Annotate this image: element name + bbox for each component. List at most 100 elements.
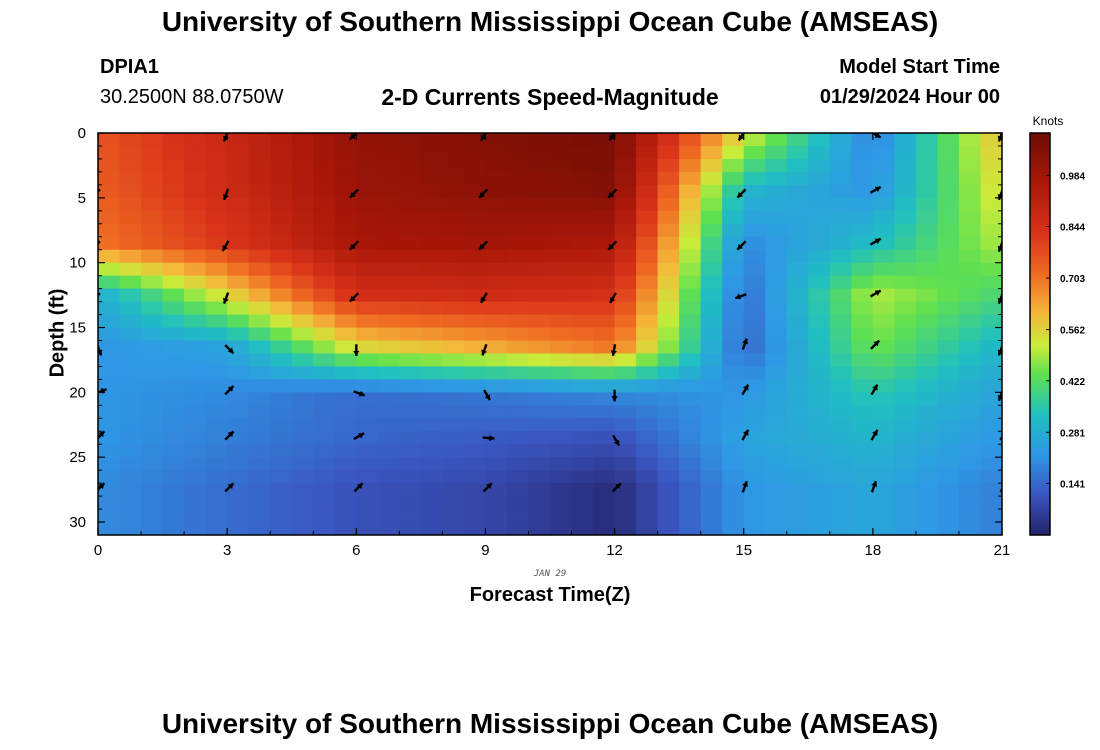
heatmap-cell (937, 509, 960, 523)
heatmap-cell (915, 496, 939, 510)
heatmap-cell (657, 275, 680, 290)
heatmap-cell (399, 353, 422, 368)
heatmap-cell (980, 236, 1002, 251)
heatmap-cell (399, 457, 422, 471)
heatmap-cell (270, 470, 293, 484)
heatmap-cell (119, 431, 142, 445)
heatmap-cell (808, 340, 831, 355)
heatmap-cell (141, 197, 164, 212)
heatmap-cell (700, 496, 723, 510)
heatmap-cell (636, 431, 659, 445)
heatmap-cell (786, 483, 809, 497)
y-tick-label: 10 (69, 255, 86, 272)
heatmap-cell (765, 444, 788, 458)
heatmap-cell (248, 223, 271, 238)
heatmap-cell (958, 457, 982, 471)
heatmap-cell (248, 366, 271, 380)
heatmap-cell (119, 457, 142, 471)
heatmap-cell (205, 340, 228, 355)
heatmap-cell (420, 288, 443, 303)
heatmap-cell (829, 133, 852, 147)
heatmap-cell (162, 470, 185, 484)
heatmap-cell (786, 223, 809, 238)
heatmap-cell (506, 133, 530, 147)
heatmap-cell (894, 431, 917, 445)
heatmap-cell (636, 275, 659, 290)
heatmap-cell (184, 379, 207, 393)
heatmap-cell (291, 301, 314, 316)
heatmap-cell (808, 262, 831, 277)
heatmap-cell (442, 366, 465, 380)
heatmap-cell (958, 171, 982, 186)
current-arrow (741, 429, 750, 441)
heatmap-cell (205, 353, 228, 368)
heatmap-cell (506, 288, 530, 303)
heatmap-cell (205, 145, 228, 160)
heatmap-cell (270, 262, 293, 277)
heatmap-cell (119, 366, 142, 380)
heatmap-cell (227, 405, 250, 419)
arrow-head (92, 296, 98, 302)
heatmap-cell (463, 249, 487, 264)
heatmap-cell (313, 275, 336, 290)
current-arrow (869, 237, 882, 246)
heatmap-cell (313, 288, 336, 303)
heatmap-cell (377, 366, 400, 380)
heatmap-cell (829, 496, 852, 510)
heatmap-cell (700, 379, 723, 393)
heatmap-cell (270, 509, 293, 523)
current-arrow (607, 240, 618, 251)
heatmap-cell (786, 301, 809, 316)
heatmap-cell (506, 522, 530, 535)
arrow-head (735, 293, 742, 300)
heatmap-cell (227, 392, 250, 406)
heatmap-cell (506, 418, 530, 432)
heatmap-cell (184, 431, 207, 445)
heatmap-cell (829, 405, 852, 419)
heatmap-cell (937, 457, 960, 471)
heatmap-cell (420, 223, 443, 238)
heatmap-cell (915, 444, 939, 458)
heatmap-cell (119, 184, 142, 199)
heatmap-cell (937, 184, 960, 199)
heatmap-cell (550, 236, 573, 251)
heatmap-cell (851, 314, 874, 329)
heatmap-cell (571, 353, 594, 368)
heatmap-cell (915, 184, 939, 199)
heatmap-cell (915, 379, 939, 393)
heatmap-cell (765, 366, 788, 380)
heatmap-cell (657, 496, 680, 510)
heatmap-cell (506, 327, 530, 342)
heatmap-cell (270, 210, 293, 225)
heatmap-cell (399, 223, 422, 238)
heatmap-cell (420, 379, 443, 393)
heatmap-cell (291, 483, 314, 497)
heatmap-cell (743, 327, 766, 342)
heatmap-cell (528, 431, 551, 445)
current-arrow (734, 293, 747, 300)
heatmap-cell (485, 262, 508, 277)
heatmap-cell (528, 249, 551, 264)
heatmap-cell (958, 275, 982, 290)
arrow-head (98, 483, 105, 490)
heatmap-cell (162, 184, 185, 199)
heatmap-cell (915, 171, 939, 186)
heatmap-cell (205, 379, 228, 393)
heatmap-cell (808, 327, 831, 342)
heatmap-cell (528, 275, 551, 290)
heatmap-cell (356, 223, 379, 238)
heatmap-cell (980, 392, 1002, 406)
heatmap-cell (980, 483, 1002, 497)
heatmap-cell (399, 522, 422, 535)
heatmap-cell (550, 353, 573, 368)
heatmap-cell (227, 444, 250, 458)
heatmap-cell (786, 314, 809, 329)
heatmap-cell (765, 301, 788, 316)
heatmap-cell (442, 496, 465, 510)
heatmap-cell (399, 327, 422, 342)
heatmap-cell (377, 223, 400, 238)
current-arrow (869, 289, 882, 298)
heatmap-cell (463, 340, 487, 355)
heatmap-cell (593, 197, 616, 212)
heatmap-cell (162, 236, 185, 251)
